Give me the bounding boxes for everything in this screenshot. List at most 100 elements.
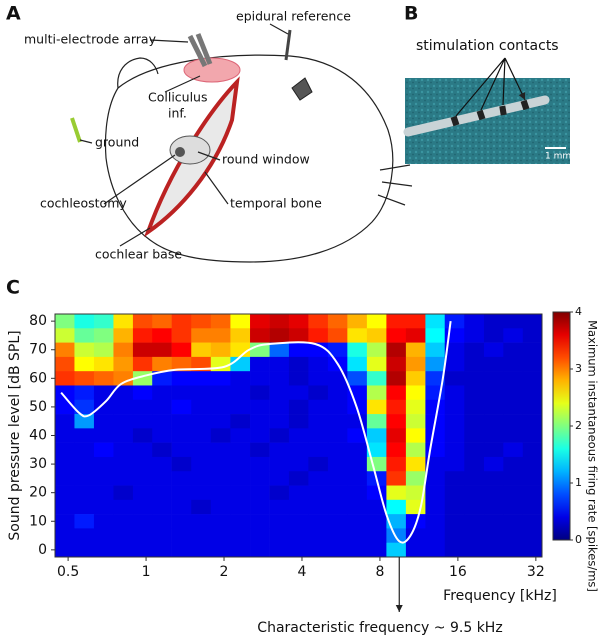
heat-cell (347, 471, 368, 486)
heat-cell (152, 485, 172, 501)
heat-cell (444, 314, 465, 329)
annotation: epidural reference (236, 9, 351, 24)
heat-cell (483, 514, 504, 529)
heat-cell (308, 485, 329, 501)
heat-cell (522, 371, 543, 386)
heat-cell (444, 528, 465, 544)
heat-cell (250, 514, 270, 529)
whiskers (377, 164, 413, 206)
x-tick-label: 1 (142, 564, 151, 580)
x-tick-label: 32 (527, 564, 545, 580)
heat-cell (347, 428, 368, 443)
heat-cell (132, 514, 153, 529)
heat-cell (522, 385, 543, 401)
annotation: cochlear base (95, 247, 182, 262)
heat-cell (386, 485, 407, 501)
arrows (455, 57, 525, 117)
heat-cell (269, 342, 290, 358)
heat-cell (93, 485, 114, 501)
heat-cell (444, 399, 465, 415)
heat-cell (230, 399, 251, 415)
heat-cell (444, 442, 465, 458)
heat-cell (152, 442, 172, 458)
heat-cell (483, 385, 504, 401)
heat-cell (425, 399, 446, 415)
heat-cell (444, 428, 465, 443)
x-tick-label: 2 (220, 564, 229, 580)
colorbar-tick-label: 0 (575, 533, 582, 546)
heat-cell (269, 542, 290, 558)
heat-cell (425, 456, 446, 472)
heat-cell (113, 442, 134, 458)
heat-cell (288, 542, 309, 558)
heat-cell (132, 328, 153, 343)
heat-cell (113, 342, 134, 358)
heat-cell (347, 414, 368, 429)
heat-cell (308, 456, 329, 472)
annotation: Colliculus (148, 90, 208, 105)
heat-cell (191, 471, 212, 486)
heat-cell (132, 471, 153, 486)
heat-cell (210, 385, 231, 401)
heat-cell (191, 399, 212, 415)
heat-cell (288, 328, 309, 343)
heat-cell (347, 456, 368, 472)
heat-cell (191, 385, 212, 401)
heat-cell (74, 471, 95, 486)
heat-cell (74, 314, 95, 329)
heat-cell (230, 485, 251, 501)
heat-cell (444, 499, 465, 515)
heat-cell (74, 442, 95, 458)
heat-cell (464, 385, 485, 401)
heat-cell (113, 328, 134, 343)
heat-cell (250, 499, 270, 515)
heat-cell (152, 542, 172, 558)
heat-cell (191, 342, 212, 358)
heat-cell (113, 314, 134, 329)
heat-cell (191, 542, 212, 558)
heat-cell (288, 399, 309, 415)
heat-cell (386, 471, 407, 486)
heat-cell (464, 414, 485, 429)
heat-cell (171, 514, 192, 529)
heat-cell (483, 314, 504, 329)
heat-cell (152, 371, 172, 386)
heat-cell (113, 385, 134, 401)
heat-cell (269, 471, 290, 486)
heat-cell (250, 371, 270, 386)
heat-cell (327, 442, 348, 458)
y-tick-label: 10 (29, 513, 47, 529)
heat-cell (230, 542, 251, 558)
heat-cell (55, 356, 75, 372)
heat-cell (250, 428, 270, 443)
y-tick-label: 70 (29, 342, 47, 358)
ear (117, 57, 159, 89)
heat-cell (464, 471, 485, 486)
heat-cell (250, 456, 270, 472)
heat-cell (522, 342, 543, 358)
heat-cell (464, 371, 485, 386)
heat-cell (74, 399, 95, 415)
heat-cell (55, 528, 75, 544)
heat-cell (230, 371, 251, 386)
heat-cell (386, 385, 407, 401)
heat-cell (191, 442, 212, 458)
y-tick-label: 20 (29, 485, 47, 501)
heat-cell (269, 314, 290, 329)
heat-cell (522, 356, 543, 372)
heat-cell (503, 528, 524, 544)
heat-cell (55, 414, 75, 429)
heat-cell (503, 514, 524, 529)
heat-cell (191, 456, 212, 472)
heat-cell (522, 414, 543, 429)
annotation: cochleostomy (40, 196, 127, 211)
heat-cell (288, 385, 309, 401)
heat-cell (464, 314, 485, 329)
heat-cell (132, 528, 153, 544)
heat-cell (74, 371, 95, 386)
heat-cell (191, 428, 212, 443)
heat-cell (386, 356, 407, 372)
heat-cell (132, 342, 153, 358)
heat-cell (308, 471, 329, 486)
